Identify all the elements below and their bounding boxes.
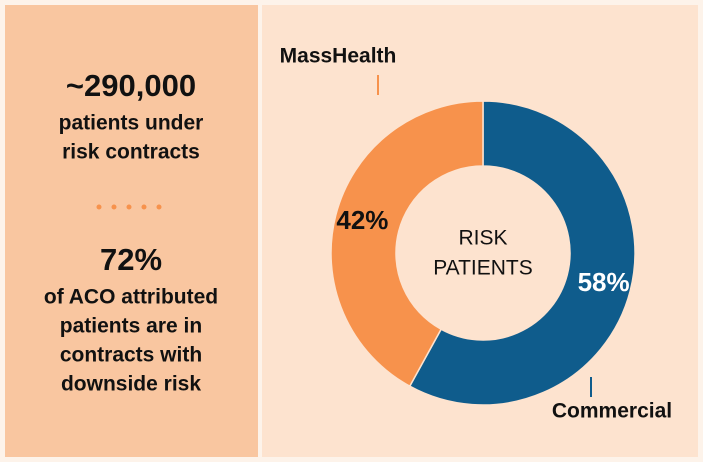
stat-headline: 72% — [100, 242, 162, 277]
dot-divider — [96, 204, 162, 210]
stat-text: contracts with — [60, 344, 202, 367]
stat-text: patients under — [59, 112, 204, 135]
donut-slice — [408, 100, 636, 406]
center-label: PATIENTS — [433, 257, 533, 280]
left-panel — [5, 5, 258, 457]
value-label: 58% — [578, 267, 630, 297]
value-label: 42% — [336, 205, 388, 235]
category-label: Commercial — [552, 400, 672, 423]
stat-text: downside risk — [61, 373, 201, 396]
stat-text: of ACO attributed — [44, 286, 218, 309]
donut-slice — [330, 100, 484, 388]
center-label: RISK — [458, 227, 507, 250]
category-label: MassHealth — [280, 45, 397, 68]
stat-headline: ~290,000 — [66, 68, 196, 103]
stat-text: patients are in — [60, 315, 202, 338]
donut-hole — [397, 167, 569, 339]
stat-text: risk contracts — [62, 141, 200, 164]
